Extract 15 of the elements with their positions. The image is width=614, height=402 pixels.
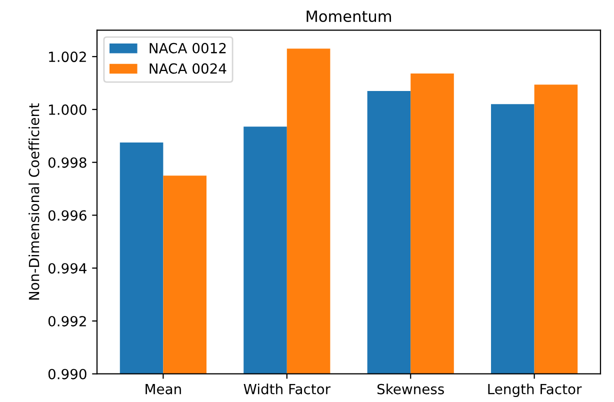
y-tick-label: 0.990 (48, 368, 86, 380)
y-axis-title: Non-Dimensional Coefficient (28, 103, 40, 300)
x-tick-label: Length Factor (488, 384, 582, 398)
legend-label: NACA 0024 (150, 63, 226, 74)
y-tick-label: 1.000 (49, 104, 86, 115)
x-tick-label: Width Factor (244, 384, 331, 394)
y-tick-label: 1.002 (49, 52, 86, 62)
y-tick-label: 0.994 (48, 263, 87, 274)
chart-title: Momentum (306, 10, 391, 22)
legend-label: NACA 0012 (150, 42, 226, 54)
y-tick-label: 0.992 (48, 316, 86, 326)
y-tick-label: 0.998 (48, 157, 86, 168)
y-tick-label: 0.996 (48, 210, 86, 221)
x-tick-label: Skewness (377, 384, 444, 394)
x-tick-label: Mean (146, 384, 181, 394)
